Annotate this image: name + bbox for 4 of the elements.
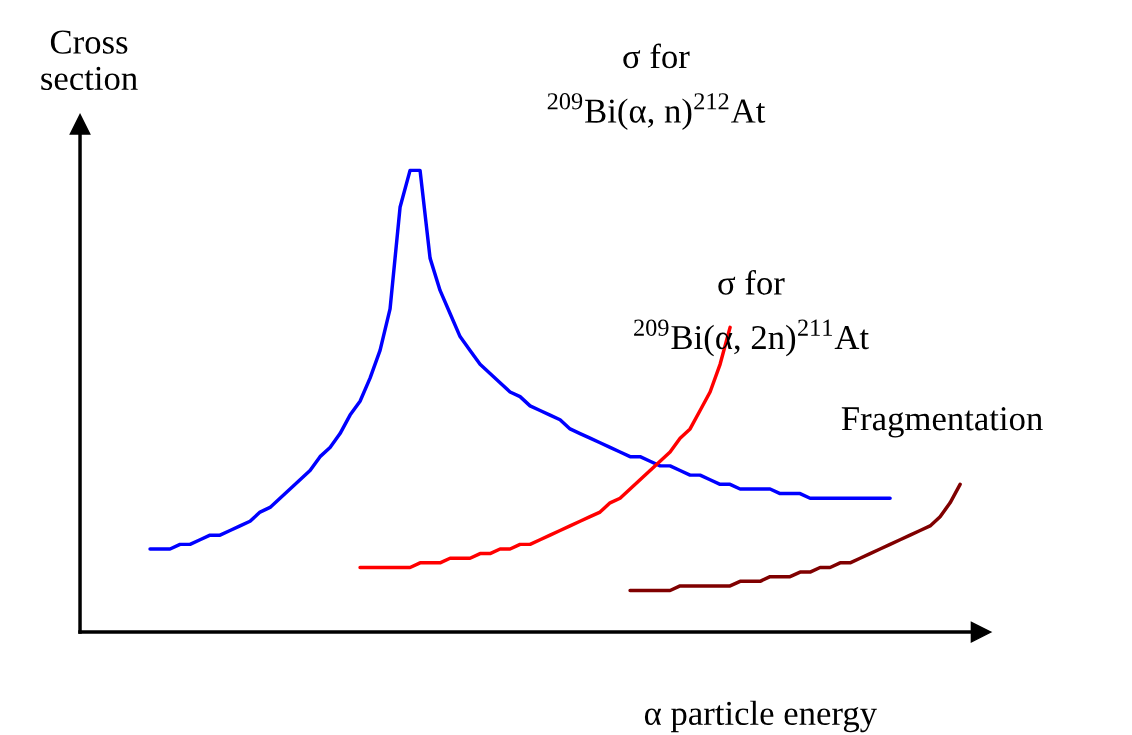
series-label: Fragmentation	[841, 407, 1043, 438]
x-axis-title: α particle energy	[644, 700, 877, 733]
y-axis-title: Cross section	[41, 30, 138, 91]
text: σ for $^{209}$Bi(α, n)$^{212}$At	[547, 43, 766, 130]
